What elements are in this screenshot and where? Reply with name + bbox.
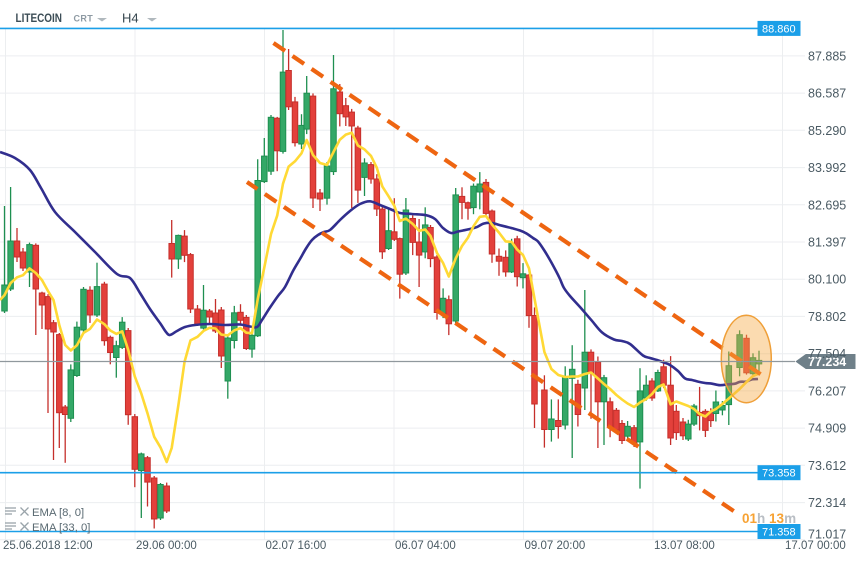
svg-text:77.234: 77.234 bbox=[808, 355, 846, 369]
svg-text:72.314: 72.314 bbox=[808, 496, 846, 510]
svg-text:80.100: 80.100 bbox=[808, 273, 846, 287]
svg-text:25.06.2018 12:00: 25.06.2018 12:00 bbox=[3, 540, 93, 552]
svg-text:01h 13m: 01h 13m bbox=[742, 511, 796, 526]
svg-text:88.860: 88.860 bbox=[762, 23, 796, 35]
svg-text:81.397: 81.397 bbox=[808, 236, 846, 250]
svg-text:71.358: 71.358 bbox=[762, 527, 796, 539]
svg-text:85.290: 85.290 bbox=[808, 124, 846, 138]
svg-text:71.017: 71.017 bbox=[808, 528, 846, 542]
svg-text:LITECOIN: LITECOIN bbox=[16, 13, 63, 25]
svg-text:86.587: 86.587 bbox=[808, 87, 846, 101]
svg-text:09.07 20:00: 09.07 20:00 bbox=[525, 540, 586, 552]
svg-text:EMA [8, 0]: EMA [8, 0] bbox=[32, 507, 84, 519]
svg-text:CRT: CRT bbox=[74, 14, 94, 24]
svg-text:H4: H4 bbox=[122, 11, 139, 26]
svg-text:82.695: 82.695 bbox=[808, 198, 846, 212]
svg-text:87.885: 87.885 bbox=[808, 49, 846, 63]
svg-text:13.07 08:00: 13.07 08:00 bbox=[654, 540, 715, 552]
svg-text:78.802: 78.802 bbox=[808, 310, 846, 324]
svg-text:73.612: 73.612 bbox=[808, 459, 846, 473]
svg-text:83.992: 83.992 bbox=[808, 161, 846, 175]
svg-text:77.504: 77.504 bbox=[808, 347, 846, 361]
svg-text:02.07 16:00: 02.07 16:00 bbox=[266, 540, 327, 552]
svg-text:17.07 00:00: 17.07 00:00 bbox=[785, 540, 846, 552]
svg-text:EMA [33, 0]: EMA [33, 0] bbox=[32, 522, 90, 534]
svg-text:29.06 00:00: 29.06 00:00 bbox=[136, 540, 197, 552]
svg-text:76.207: 76.207 bbox=[808, 384, 846, 398]
svg-text:73.358: 73.358 bbox=[762, 468, 796, 480]
svg-text:06.07 04:00: 06.07 04:00 bbox=[395, 540, 456, 552]
svg-text:74.909: 74.909 bbox=[808, 422, 846, 436]
